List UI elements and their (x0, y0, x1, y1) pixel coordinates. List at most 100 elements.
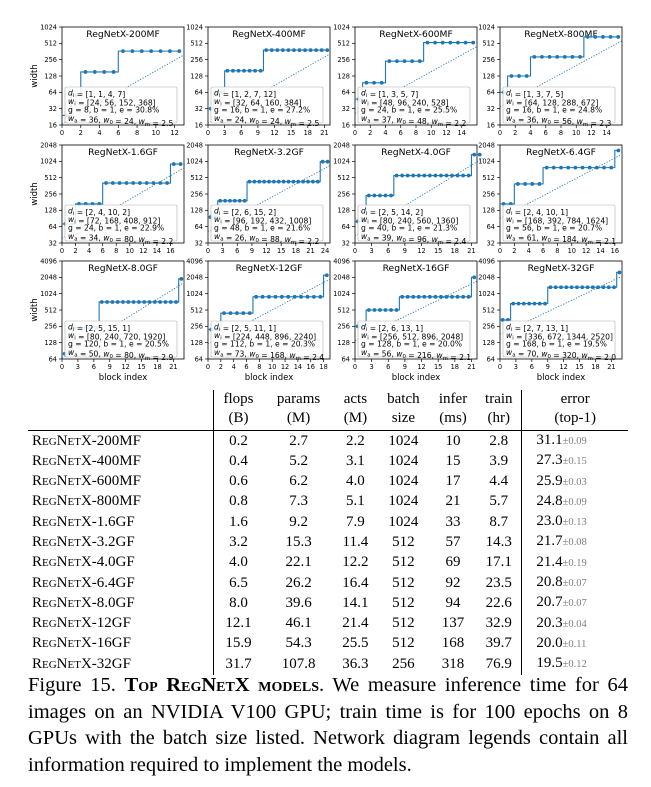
table-header-cell (28, 409, 214, 431)
width-step-line (500, 149, 619, 205)
legend-text: wa = 36, w0 = 56, wm = 2.3 (506, 114, 611, 128)
x-tick-label: 6 (544, 129, 548, 137)
legend-text: wa = 36, w0 = 24, wm = 2.5 (68, 114, 173, 128)
y-tick-label: 1024 (333, 158, 350, 166)
y-axis-label: width (30, 298, 40, 321)
x-tick-label: 4 (97, 129, 101, 137)
x-tick-label: 2 (368, 129, 372, 137)
legend-text: wi = [72, 168, 408, 912] (68, 215, 160, 226)
table-cell: 3.2 (229, 533, 248, 550)
table-cell: 4.0 (229, 554, 248, 571)
block-point (325, 159, 330, 164)
block-point (616, 148, 621, 153)
x-tick-label: 10 (427, 129, 435, 137)
table-cell: 8.0 (229, 594, 248, 611)
y-tick-label: 1024 (333, 23, 350, 31)
block-point (511, 301, 516, 306)
y-tick-label: 1024 (478, 290, 495, 298)
legend-text: wi = [24, 56, 152, 368] (68, 97, 156, 108)
x-tick-label: 14 (153, 247, 161, 255)
block-point (472, 152, 477, 157)
caption-text: . We measure inference time for 64 image… (28, 674, 628, 776)
block-point (439, 294, 443, 299)
x-tick-label: 0 (206, 129, 210, 137)
block-point (242, 68, 246, 73)
block-point (306, 179, 310, 184)
block-point (117, 181, 122, 185)
y-tick-label: 256 (44, 56, 57, 64)
x-tick-label: 10 (572, 129, 580, 137)
legend-text: wa = 61, w0 = 184, wm = 2.1 (506, 232, 616, 246)
legend-text: g = 24, b = 1, e = 22.9% (68, 224, 164, 233)
block-point (609, 165, 614, 170)
chart-panel: RegNetX-32GF 64 128 256 512 1024 2048 4096 0 3 6 9 1… (478, 257, 623, 371)
block-point (314, 48, 319, 53)
legend-box (502, 204, 616, 242)
block-point (168, 49, 172, 54)
y-tick-label: 1024 (186, 23, 203, 31)
y-tick-label: 32 (487, 105, 495, 113)
table-header-cell: (M) (333, 409, 377, 431)
chart-title: RegNetX-4.0GF (381, 147, 451, 158)
table-cell: 12.1 (225, 615, 252, 632)
table-header-cell: (hr) (476, 409, 523, 431)
table-cell: 6.5 (229, 574, 248, 591)
block-point (463, 40, 468, 45)
block-point (580, 285, 585, 290)
x-tick-label: 12 (281, 363, 289, 371)
table-cell: 14.3 (476, 532, 523, 553)
block-point (228, 311, 233, 316)
block-point (286, 294, 291, 299)
block-point (324, 273, 329, 278)
legend-box (357, 86, 471, 124)
y-tick-label: 512 (337, 174, 350, 182)
x-tick-label: 2 (513, 129, 517, 137)
chart-title: RegNetX-16GF (383, 263, 450, 274)
x-tick-label: 8 (555, 247, 559, 255)
block-point (241, 311, 246, 316)
legend-text: wi = [336, 672, 1344, 2520] (506, 331, 613, 342)
block-point (286, 179, 291, 184)
table-row: RegNetX-4.0GF 4.0 22.1 12.2 512 69 17.1 21.4±0.… (28, 552, 628, 574)
block-point (115, 300, 120, 304)
table-cell: 21 (445, 493, 461, 510)
legend-text: wi = [48, 96, 240, 528] (361, 97, 449, 108)
legend-text: di = [2, 4, 10, 1] (506, 207, 568, 218)
block-point (168, 300, 173, 304)
x-tick-label: 0 (498, 247, 502, 255)
block-point (405, 173, 410, 178)
block-point (448, 40, 453, 45)
table-cell: 318 (441, 655, 465, 672)
block-point (257, 179, 262, 184)
block-point (147, 300, 152, 304)
x-tick-label: 0 (60, 247, 64, 255)
legend-text: g = 40, b = 1, e = 21.3% (361, 224, 457, 233)
y-tick-label: 64 (342, 89, 350, 97)
block-point (286, 48, 291, 53)
block-point (232, 198, 237, 203)
legend-text: g = 16, b = 1, e = 27.2% (214, 106, 310, 115)
block-point (247, 68, 252, 73)
block-point (411, 173, 416, 178)
block-point (231, 68, 235, 73)
table-cell: 21.4±0.19 (536, 553, 587, 570)
block-point (366, 193, 371, 198)
table-cell: 2.7 (289, 432, 308, 449)
table-header-cell: (B) (213, 409, 264, 431)
table-cell: 17.1 (476, 552, 523, 574)
block-point (372, 80, 376, 85)
table-cell: 20.7±0.07 (536, 594, 587, 611)
y-tick-label: 1024 (186, 158, 203, 166)
block-point (471, 40, 476, 45)
x-tick-label: 0 (498, 129, 502, 137)
block-point (439, 173, 443, 178)
legend-text: di = [2, 7, 13, 1] (506, 323, 568, 334)
model-name-cell: RegNetX-16GF (28, 633, 214, 655)
block-point (400, 294, 405, 299)
y-tick-label: 256 (482, 323, 495, 331)
block-point (247, 311, 252, 316)
x-tick-label: 18 (591, 363, 599, 371)
y-tick-label: 512 (337, 40, 350, 48)
